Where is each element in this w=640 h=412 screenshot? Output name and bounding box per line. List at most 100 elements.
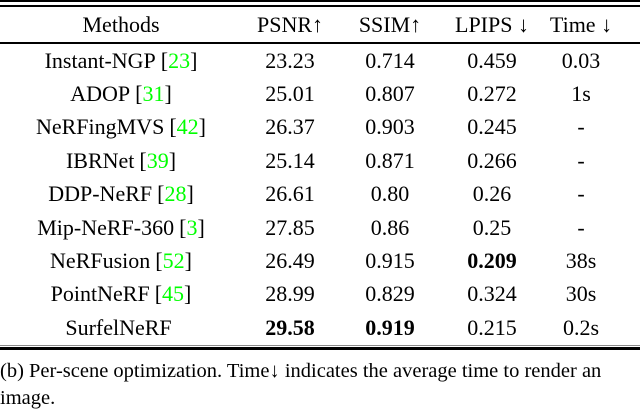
bracket-close: ] bbox=[198, 114, 206, 140]
method-cell: NeRFusion [52] bbox=[0, 248, 242, 274]
ssim-cell: 0.807 bbox=[365, 81, 415, 107]
method-name: PointNeRF bbox=[50, 281, 150, 307]
table-bottom-rule-thin bbox=[0, 345, 640, 346]
bracket-close: ] bbox=[186, 181, 194, 207]
psnr-cell: 26.49 bbox=[265, 248, 315, 274]
ssim-cell-best: 0.919 bbox=[365, 314, 415, 340]
psnr-cell: 25.14 bbox=[265, 147, 315, 173]
table-row: NeRFingMVS [42] 26.37 0.903 0.245 - bbox=[0, 111, 620, 144]
citation-number: 23 bbox=[168, 47, 191, 73]
citation-link[interactable]: [39] bbox=[139, 148, 176, 173]
bracket-open: [ bbox=[139, 147, 147, 173]
method-name: Mip-NeRF-360 bbox=[37, 214, 175, 240]
ssim-cell: 0.86 bbox=[370, 214, 410, 240]
lpips-cell: 0.215 bbox=[467, 314, 517, 340]
table-row: NeRFusion [52] 26.49 0.915 0.209 38s bbox=[0, 244, 620, 277]
citation-link[interactable]: [31] bbox=[135, 81, 172, 106]
time-cell: - bbox=[577, 181, 585, 207]
citation-number: 52 bbox=[162, 248, 185, 274]
ssim-cell: 0.903 bbox=[365, 114, 415, 140]
time-cell: 30s bbox=[565, 281, 597, 307]
time-cell: 38s bbox=[565, 248, 597, 274]
bracket-close: ] bbox=[184, 248, 192, 274]
citation-link[interactable]: [28] bbox=[157, 181, 194, 206]
bracket-open: [ bbox=[154, 281, 163, 307]
time-cell: - bbox=[577, 147, 585, 173]
lpips-cell: 0.266 bbox=[467, 147, 517, 173]
citation-number: 42 bbox=[176, 114, 199, 140]
table-header-rule bbox=[0, 42, 640, 44]
method-cell: DDP-NeRF [28] bbox=[0, 181, 242, 207]
lpips-cell: 0.324 bbox=[467, 281, 517, 307]
method-cell: ADOP [31] bbox=[0, 81, 242, 107]
method-name: ADOP bbox=[70, 81, 131, 107]
citation-link[interactable]: [42] bbox=[169, 114, 206, 139]
citation-number: 31 bbox=[142, 81, 165, 107]
ssim-cell: 0.871 bbox=[365, 147, 415, 173]
method-cell: Instant-NGP [23] bbox=[0, 48, 242, 74]
table-row: Instant-NGP [23] 23.23 0.714 0.459 0.03 bbox=[0, 44, 620, 77]
table-top-rule-2 bbox=[0, 5, 640, 7]
bracket-open: [ bbox=[169, 114, 177, 140]
ssim-cell: 0.915 bbox=[365, 248, 415, 274]
table-row: SurfelNeRF 29.58 0.919 0.215 0.2s bbox=[0, 311, 620, 344]
citation-link[interactable]: [52] bbox=[155, 248, 192, 273]
method-name: Instant-NGP bbox=[44, 47, 156, 73]
ssim-cell: 0.714 bbox=[365, 47, 415, 73]
bracket-open: [ bbox=[160, 47, 169, 73]
table-header-row: Methods PSNR↑ SSIM↑ LPIPS ↓ Time ↓ bbox=[0, 8, 620, 42]
method-name: NeRFusion bbox=[50, 248, 151, 274]
bracket-open: [ bbox=[157, 181, 165, 207]
bracket-open: [ bbox=[179, 214, 187, 240]
citation-number: 39 bbox=[146, 147, 169, 173]
bracket-open: [ bbox=[135, 81, 143, 107]
method-name: NeRFingMVS bbox=[35, 114, 165, 140]
citation-link[interactable]: [3] bbox=[179, 215, 205, 240]
time-cell: 0.03 bbox=[561, 47, 601, 73]
bracket-close: ] bbox=[184, 281, 192, 307]
psnr-cell: 26.37 bbox=[265, 114, 315, 140]
psnr-cell-best: 29.58 bbox=[265, 314, 315, 340]
ssim-cell: 0.829 bbox=[365, 281, 415, 307]
header-methods: Methods bbox=[82, 12, 160, 37]
citation-number: 28 bbox=[164, 181, 187, 207]
ssim-cell: 0.80 bbox=[370, 181, 410, 207]
table-caption: (b) Per-scene optimization. Time↓ indica… bbox=[0, 360, 602, 409]
lpips-cell: 0.25 bbox=[472, 214, 512, 240]
citation-link[interactable]: [45] bbox=[155, 281, 192, 306]
time-cell: 0.2s bbox=[562, 314, 600, 340]
psnr-cell: 26.61 bbox=[265, 181, 315, 207]
header-ssim: SSIM↑ bbox=[358, 12, 422, 37]
table-body: Instant-NGP [23] 23.23 0.714 0.459 0.03 A… bbox=[0, 44, 620, 345]
method-cell: PointNeRF [45] bbox=[0, 281, 242, 307]
method-cell: SurfelNeRF bbox=[0, 315, 242, 341]
citation-number: 3 bbox=[186, 214, 198, 240]
bracket-close: ] bbox=[164, 81, 172, 107]
time-cell: - bbox=[577, 114, 585, 140]
method-name: SurfelNeRF bbox=[65, 314, 172, 340]
header-lpips: LPIPS ↓ bbox=[455, 12, 529, 37]
table-top-rule-1 bbox=[0, 0, 640, 2]
citation-link[interactable]: [23] bbox=[161, 48, 198, 73]
psnr-cell: 28.99 bbox=[265, 281, 315, 307]
table-row: DDP-NeRF [28] 26.61 0.80 0.26 - bbox=[0, 178, 620, 211]
bracket-close: ] bbox=[168, 147, 177, 173]
header-time: Time ↓ bbox=[549, 12, 613, 37]
method-name: IBRNet bbox=[65, 147, 135, 173]
lpips-cell-best: 0.209 bbox=[467, 248, 517, 274]
psnr-cell: 25.01 bbox=[265, 81, 315, 107]
method-cell: IBRNet [39] bbox=[0, 148, 242, 174]
table-row: IBRNet [39] 25.14 0.871 0.266 - bbox=[0, 144, 620, 177]
bracket-close: ] bbox=[190, 47, 198, 73]
bracket-open: [ bbox=[155, 248, 163, 274]
lpips-cell: 0.26 bbox=[472, 181, 512, 207]
bracket-close: ] bbox=[197, 214, 205, 240]
table-row: ADOP [31] 25.01 0.807 0.272 1s bbox=[0, 77, 620, 110]
method-name: DDP-NeRF bbox=[48, 181, 153, 207]
table-row: PointNeRF [45] 28.99 0.829 0.324 30s bbox=[0, 278, 620, 311]
table-row: Mip-NeRF-360 [3] 27.85 0.86 0.25 - bbox=[0, 211, 620, 244]
header-psnr: PSNR↑ bbox=[256, 12, 324, 37]
method-cell: Mip-NeRF-360 [3] bbox=[0, 215, 242, 241]
table-bottom-rule-thick bbox=[0, 347, 640, 350]
